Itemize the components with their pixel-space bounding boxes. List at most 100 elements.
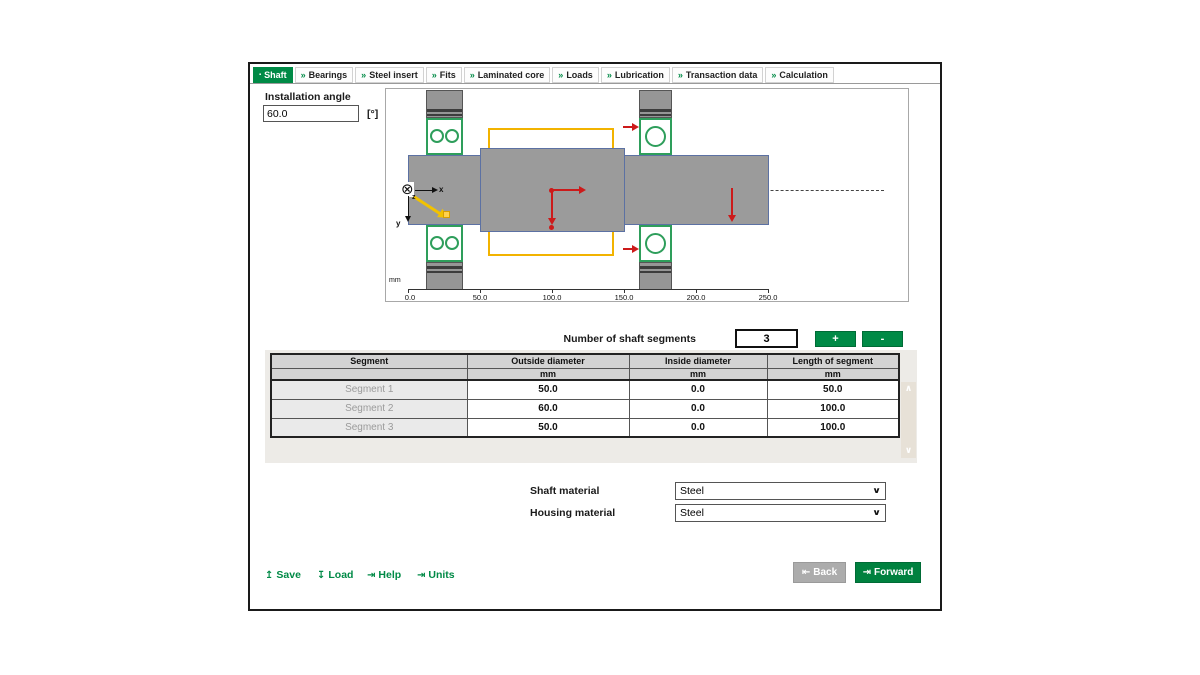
back-button[interactable]: ⇤ Back [793,562,846,583]
origin-icon: ⊗ [401,180,414,198]
increase-segments-button[interactable]: + [815,331,856,347]
ruler-tick-label: 150.0 [614,293,634,302]
tab-bearings[interactable]: » Bearings [294,67,354,83]
ruler-tick-label: 100.0 [542,293,562,302]
shaft-diagram: ⊗ x y z mm 0.0 50.0 100.0 150.0 200.0 25… [385,88,909,302]
chevron-down-icon: ∨ [872,485,881,496]
load-icon: ↧ [317,569,326,581]
scroll-up-icon[interactable]: ∧ [904,384,913,394]
units-icon: ⇥ [417,569,426,581]
tab-label: Bearings [308,70,348,80]
tab-label: Loads [566,70,593,80]
scroll-down-icon[interactable]: ∨ [904,446,913,456]
axial-load-arrow-bottom [623,248,633,250]
forward-label: Forward [873,567,914,578]
tab-label: Lubrication [614,70,664,80]
y-axis-line [408,196,409,217]
unit-cell: mm [766,367,900,381]
left-bearing-bottom[interactable] [426,225,463,262]
installation-angle-input[interactable] [263,105,359,122]
tab-fits[interactable]: » Fits [425,67,462,83]
back-icon: ⇤ [801,567,811,578]
load-radial-arrow [551,192,553,219]
tab-shaft[interactable]: ▪ Shaft [253,67,293,83]
tab-label: Transaction data [685,70,758,80]
outside-diameter-cell[interactable]: 60.0 [466,398,630,419]
segment-name-cell: Segment 3 [270,417,468,438]
load-point-dot-2 [549,225,554,230]
segment-length-cell[interactable]: 50.0 [766,379,900,400]
segment-length-cell[interactable]: 100.0 [766,417,900,438]
ruler-tick-label: 200.0 [686,293,706,302]
forward-button[interactable]: ⇥ Forward [855,562,921,583]
tab-arrow-icon: » [361,70,367,80]
tab-label: Shaft [264,70,287,80]
col-header: Length of segment [766,353,900,369]
right-bearing-housing-bottom [639,262,672,290]
tab-label: Steel insert [369,70,418,80]
save-link[interactable]: ↥ Save [265,569,301,581]
tab-arrow-icon: » [771,70,777,80]
shaft-material-select[interactable]: Steel ∨ [675,482,886,500]
housing-material-value: Steel [680,507,704,519]
load-label: Load [328,569,354,581]
right-bearing-top[interactable] [639,118,672,155]
tab-laminated-core[interactable]: » Laminated core [463,67,551,83]
active-tab-marker-icon: ▪ [259,72,262,78]
chevron-down-icon: ∨ [872,507,881,518]
housing-material-select[interactable]: Steel ∨ [675,504,886,522]
table-scrollbar[interactable]: ∧ ∨ [901,382,916,458]
x-axis-line [415,190,433,191]
unit-cell [270,367,468,381]
load-radial-arrowhead [548,218,556,225]
tab-arrow-icon: » [677,70,683,80]
table-row: Segment 3 50.0 0.0 100.0 [270,417,900,438]
load-axial-arrowhead [579,186,586,194]
load-link[interactable]: ↧ Load [317,569,353,581]
table-row: Segment 1 50.0 0.0 50.0 [270,379,900,400]
shaft-material-value: Steel [680,485,704,497]
ruler-line [408,289,769,290]
load2-radial-arrow [731,188,733,216]
decrease-segments-button[interactable]: - [862,331,903,347]
shaft-segment-3[interactable] [624,155,769,225]
tab-transaction-data[interactable]: » Transaction data [671,67,764,83]
ruler-tick-label: 250.0 [758,293,778,302]
col-header: Segment [270,353,468,369]
help-link[interactable]: ⇥ Help [367,569,401,581]
inside-diameter-cell[interactable]: 0.0 [628,417,768,438]
save-icon: ↥ [265,569,274,581]
units-link[interactable]: ⇥ Units [417,569,455,581]
segments-table: Segment Outside diameter Inside diameter… [270,353,900,438]
ruler-unit: mm [389,277,401,284]
units-label: Units [428,569,455,581]
tab-arrow-icon: » [431,70,437,80]
segments-count-label: Number of shaft segments [563,333,696,345]
left-bearing-top[interactable] [426,118,463,155]
tab-loads[interactable]: » Loads [552,67,599,83]
tabbar-underline [250,83,940,84]
segment-length-cell[interactable]: 100.0 [766,398,900,419]
right-bearing-housing-top [639,90,672,118]
outside-diameter-cell[interactable]: 50.0 [466,417,630,438]
axial-load-arrowhead-bottom [632,245,639,253]
right-bearing-bottom[interactable] [639,225,672,262]
housing-material-label: Housing material [530,507,616,519]
tab-arrow-icon: » [606,70,612,80]
tabbar: ▪ Shaft » Bearings » Steel insert » Fits… [253,67,937,83]
inside-diameter-cell[interactable]: 0.0 [628,379,768,400]
inside-diameter-cell[interactable]: 0.0 [628,398,768,419]
x-axis-arrowhead [432,187,438,193]
tab-calculation[interactable]: » Calculation [765,67,834,83]
tab-steel-insert[interactable]: » Steel insert [355,67,424,83]
tab-arrow-icon: » [300,70,306,80]
tab-lubrication[interactable]: » Lubrication [600,67,670,83]
segments-count-input[interactable] [735,329,798,348]
outside-diameter-cell[interactable]: 50.0 [466,379,630,400]
tab-arrow-icon: » [558,70,564,80]
col-header: Inside diameter [628,353,768,369]
unit-cell: mm [466,367,630,381]
installation-angle-label: Installation angle [265,91,351,103]
col-header: Outside diameter [466,353,630,369]
table-units-row: mm mm mm [270,367,900,381]
